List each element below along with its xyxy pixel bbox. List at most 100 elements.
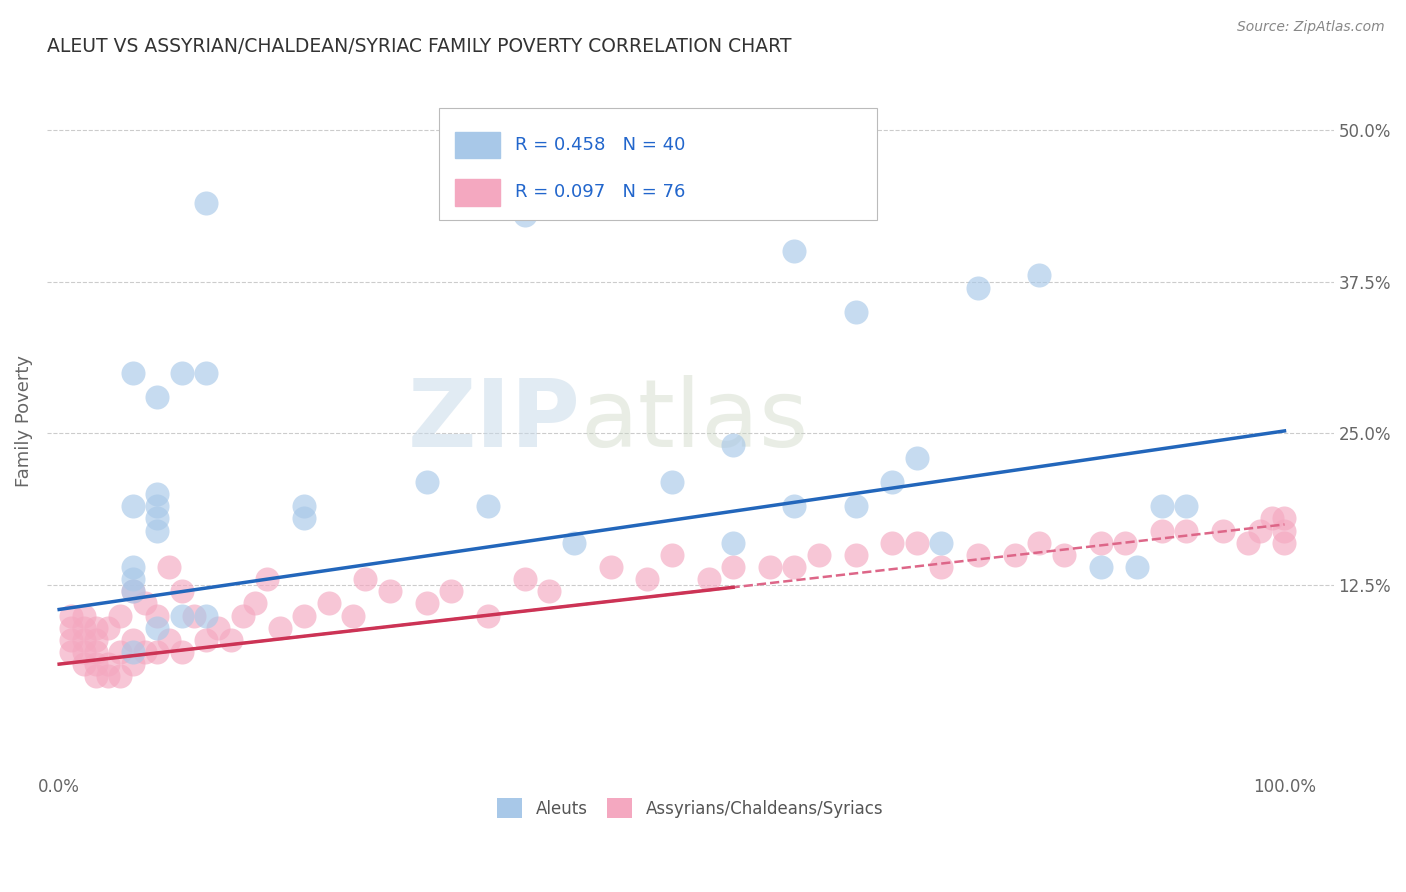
Point bbox=[1090, 560, 1112, 574]
Point bbox=[416, 475, 439, 489]
Point bbox=[84, 669, 107, 683]
Point bbox=[342, 608, 364, 623]
Point bbox=[783, 560, 806, 574]
Point bbox=[1114, 535, 1136, 549]
Point bbox=[697, 572, 720, 586]
Point bbox=[121, 584, 143, 599]
Point bbox=[967, 280, 990, 294]
Point bbox=[931, 560, 953, 574]
Point bbox=[60, 645, 83, 659]
Point bbox=[256, 572, 278, 586]
Point bbox=[269, 621, 291, 635]
Point bbox=[1004, 548, 1026, 562]
Point bbox=[195, 632, 218, 647]
Point bbox=[1175, 500, 1198, 514]
Point bbox=[159, 632, 181, 647]
Point bbox=[513, 572, 536, 586]
Text: atlas: atlas bbox=[581, 376, 808, 467]
Point bbox=[599, 560, 621, 574]
Point bbox=[562, 535, 585, 549]
Point bbox=[110, 669, 132, 683]
Point bbox=[378, 584, 401, 599]
Point bbox=[1150, 500, 1173, 514]
Point bbox=[121, 584, 143, 599]
Point bbox=[354, 572, 377, 586]
Legend: Aleuts, Assyrians/Chaldeans/Syriacs: Aleuts, Assyrians/Chaldeans/Syriacs bbox=[491, 791, 890, 825]
Point bbox=[97, 657, 120, 672]
Point bbox=[477, 500, 499, 514]
Point bbox=[183, 608, 205, 623]
Point bbox=[845, 548, 868, 562]
Point bbox=[721, 438, 744, 452]
Point bbox=[292, 511, 315, 525]
Point bbox=[1150, 524, 1173, 538]
Point bbox=[783, 195, 806, 210]
Point bbox=[146, 500, 169, 514]
Point bbox=[72, 621, 94, 635]
Point bbox=[84, 645, 107, 659]
Point bbox=[97, 669, 120, 683]
Point bbox=[121, 560, 143, 574]
Point bbox=[1175, 524, 1198, 538]
Point bbox=[97, 621, 120, 635]
Point bbox=[159, 560, 181, 574]
Point bbox=[195, 195, 218, 210]
Point bbox=[905, 535, 928, 549]
Point bbox=[195, 366, 218, 380]
Point bbox=[170, 584, 193, 599]
Point bbox=[146, 511, 169, 525]
Point bbox=[636, 572, 658, 586]
Point bbox=[1028, 268, 1050, 283]
Point bbox=[538, 584, 561, 599]
Y-axis label: Family Poverty: Family Poverty bbox=[15, 355, 32, 487]
Point bbox=[1274, 535, 1296, 549]
Point bbox=[72, 645, 94, 659]
Point bbox=[60, 608, 83, 623]
Point bbox=[931, 535, 953, 549]
Point bbox=[245, 596, 267, 610]
Point bbox=[121, 572, 143, 586]
Point bbox=[219, 632, 242, 647]
Point bbox=[84, 657, 107, 672]
Point bbox=[416, 596, 439, 610]
Point bbox=[513, 208, 536, 222]
Point bbox=[134, 645, 156, 659]
Text: R = 0.458   N = 40: R = 0.458 N = 40 bbox=[515, 136, 686, 154]
Point bbox=[146, 390, 169, 404]
Point bbox=[783, 244, 806, 259]
Point bbox=[721, 560, 744, 574]
Point bbox=[110, 608, 132, 623]
Bar bbox=[454, 179, 499, 206]
Point bbox=[72, 608, 94, 623]
Point bbox=[1053, 548, 1076, 562]
Point bbox=[845, 500, 868, 514]
Point bbox=[121, 500, 143, 514]
Point bbox=[134, 596, 156, 610]
Point bbox=[967, 548, 990, 562]
Point bbox=[84, 621, 107, 635]
Point bbox=[905, 450, 928, 465]
Text: R = 0.097   N = 76: R = 0.097 N = 76 bbox=[515, 183, 686, 202]
Point bbox=[72, 632, 94, 647]
Text: ZIP: ZIP bbox=[408, 376, 581, 467]
Point bbox=[146, 487, 169, 501]
Point bbox=[121, 366, 143, 380]
Point bbox=[121, 645, 143, 659]
Point bbox=[60, 632, 83, 647]
Point bbox=[1212, 524, 1234, 538]
Point bbox=[146, 524, 169, 538]
Point bbox=[1274, 524, 1296, 538]
Point bbox=[1274, 511, 1296, 525]
Point bbox=[882, 475, 904, 489]
Point bbox=[440, 584, 463, 599]
Point bbox=[783, 500, 806, 514]
Point bbox=[60, 621, 83, 635]
Point bbox=[195, 608, 218, 623]
Point bbox=[170, 608, 193, 623]
Point bbox=[1028, 535, 1050, 549]
Point bbox=[1261, 511, 1284, 525]
Point bbox=[882, 535, 904, 549]
Point bbox=[146, 645, 169, 659]
Point bbox=[477, 608, 499, 623]
Point bbox=[292, 500, 315, 514]
